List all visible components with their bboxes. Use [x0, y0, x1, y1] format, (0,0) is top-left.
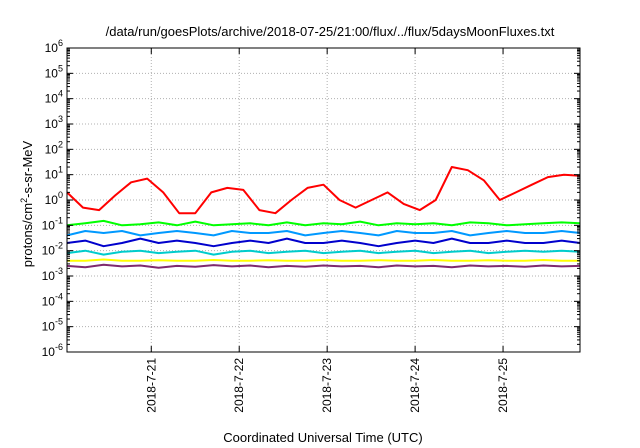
chart-title: /data/run/goesPlots/archive/2018-07-25/2…: [106, 24, 555, 39]
y-tick-label: 10-4: [42, 291, 63, 308]
y-tick-label: 10-1: [42, 215, 63, 232]
y-tick-base: 10: [42, 320, 56, 334]
y-axis-title-rest: -s-sr-MeV: [20, 140, 35, 197]
y-tick-label: 10-6: [42, 342, 63, 359]
series-line-4: [66, 249, 581, 256]
y-tick-base: 10: [45, 66, 59, 80]
y-tick-exponent: 5: [58, 63, 63, 73]
y-tick-label: 10-3: [42, 266, 63, 283]
ticks: [67, 47, 580, 353]
y-tick-label: 104: [45, 89, 63, 106]
y-tick-labels: 10-610-510-410-310-210-11001011021031041…: [42, 38, 63, 359]
x-tick-label: 2018-7-23: [320, 358, 334, 413]
x-tick-label: 2018-7-21: [144, 358, 158, 413]
y-tick-base: 10: [42, 269, 56, 283]
y-tick-base: 10: [45, 41, 59, 55]
series-line-0: [66, 166, 581, 215]
y-tick-exponent: -2: [55, 241, 63, 251]
y-tick-base: 10: [42, 294, 56, 308]
y-tick-base: 10: [45, 117, 59, 131]
y-tick-exponent: -1: [55, 215, 63, 225]
series-line-5: [67, 258, 580, 262]
y-tick-base: 10: [45, 142, 59, 156]
y-axis-title-sup: 2: [19, 198, 29, 203]
y-tick-base: 10: [45, 92, 59, 106]
y-tick-exponent: 6: [58, 38, 63, 48]
y-tick-label: 10-2: [42, 241, 63, 258]
series-line-3: [66, 237, 581, 248]
series-line-2: [66, 230, 581, 237]
y-tick-exponent: 1: [58, 165, 63, 175]
y-tick-exponent: -5: [55, 317, 63, 327]
x-axis-title: Coordinated Universal Time (UTC): [223, 430, 422, 445]
y-tick-base: 10: [42, 218, 56, 232]
x-tick-label: 2018-7-22: [232, 358, 246, 413]
series-group: [66, 166, 581, 269]
y-tick-exponent: -6: [55, 342, 63, 352]
y-tick-label: 10-5: [42, 317, 63, 334]
y-tick-label: 101: [45, 165, 63, 182]
x-tick-label: 2018-7-25: [496, 358, 510, 413]
y-tick-base: 10: [42, 244, 56, 258]
y-tick-label: 106: [45, 38, 63, 55]
y-tick-base: 10: [45, 168, 59, 182]
grid: [67, 48, 580, 352]
y-tick-exponent: 3: [58, 114, 63, 124]
y-tick-exponent: -3: [55, 266, 63, 276]
series-line-1: [66, 219, 581, 227]
x-tick-label: 2018-7-24: [408, 358, 422, 413]
y-tick-label: 105: [45, 63, 63, 80]
x-tick-labels: 2018-7-21 2018-7-22 2018-7-23 2018-7-24 2018…: [144, 358, 510, 413]
y-tick-base: 10: [42, 345, 56, 359]
y-axis-title-base: protons/cm: [20, 203, 35, 267]
y-tick-exponent: 4: [58, 89, 63, 99]
y-tick-exponent: -4: [55, 291, 63, 301]
y-tick-label: 102: [45, 139, 63, 156]
y-tick-label: 103: [45, 114, 63, 131]
y-tick-base: 10: [45, 193, 59, 207]
y-tick-exponent: 0: [58, 190, 63, 200]
y-tick-label: 100: [45, 190, 63, 207]
series-line-6: [66, 263, 581, 269]
y-tick-exponent: 2: [58, 139, 63, 149]
y-axis-title: protons/cm2-s-sr-MeV: [19, 140, 35, 267]
